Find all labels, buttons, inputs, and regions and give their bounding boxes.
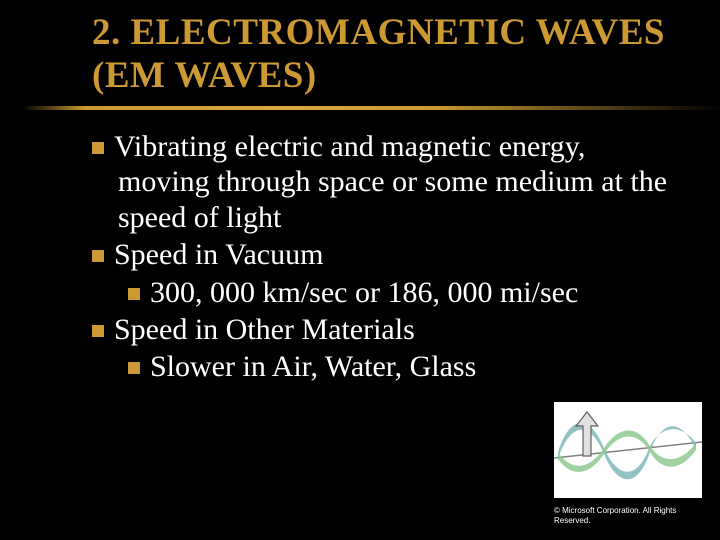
bullet-item: Speed in Other Materials (118, 312, 672, 347)
bullet-icon (92, 142, 104, 154)
slide-body: Vibrating electric and magnetic energy, … (92, 129, 672, 385)
bullet-icon (128, 288, 140, 300)
bullet-item: 300, 000 km/sec or 186, 000 mi/sec (154, 275, 672, 310)
slide-title: 2. ELECTROMAGNETIC WAVES (EM WAVES) (92, 12, 672, 97)
slide: 2. ELECTROMAGNETIC WAVES (EM WAVES) Vibr… (0, 0, 720, 540)
bullet-icon (128, 362, 140, 374)
bullet-text: Slower in Air, Water, Glass (150, 350, 476, 383)
title-divider (0, 106, 720, 110)
bullet-item: Vibrating electric and magnetic energy, … (118, 129, 672, 235)
copyright-notice: © Microsoft Corporation. All Rights Rese… (554, 504, 702, 526)
bullet-item: Speed in Vacuum (118, 237, 672, 272)
bullet-text: Speed in Other Materials (114, 313, 415, 346)
bullet-item: Slower in Air, Water, Glass (154, 349, 672, 384)
bullet-icon (92, 250, 104, 262)
bullet-icon (92, 325, 104, 337)
bullet-text: Vibrating electric and magnetic energy, … (114, 130, 667, 234)
em-wave-diagram (554, 402, 702, 498)
bullet-text: 300, 000 km/sec or 186, 000 mi/sec (150, 276, 578, 309)
bullet-text: Speed in Vacuum (114, 238, 323, 271)
